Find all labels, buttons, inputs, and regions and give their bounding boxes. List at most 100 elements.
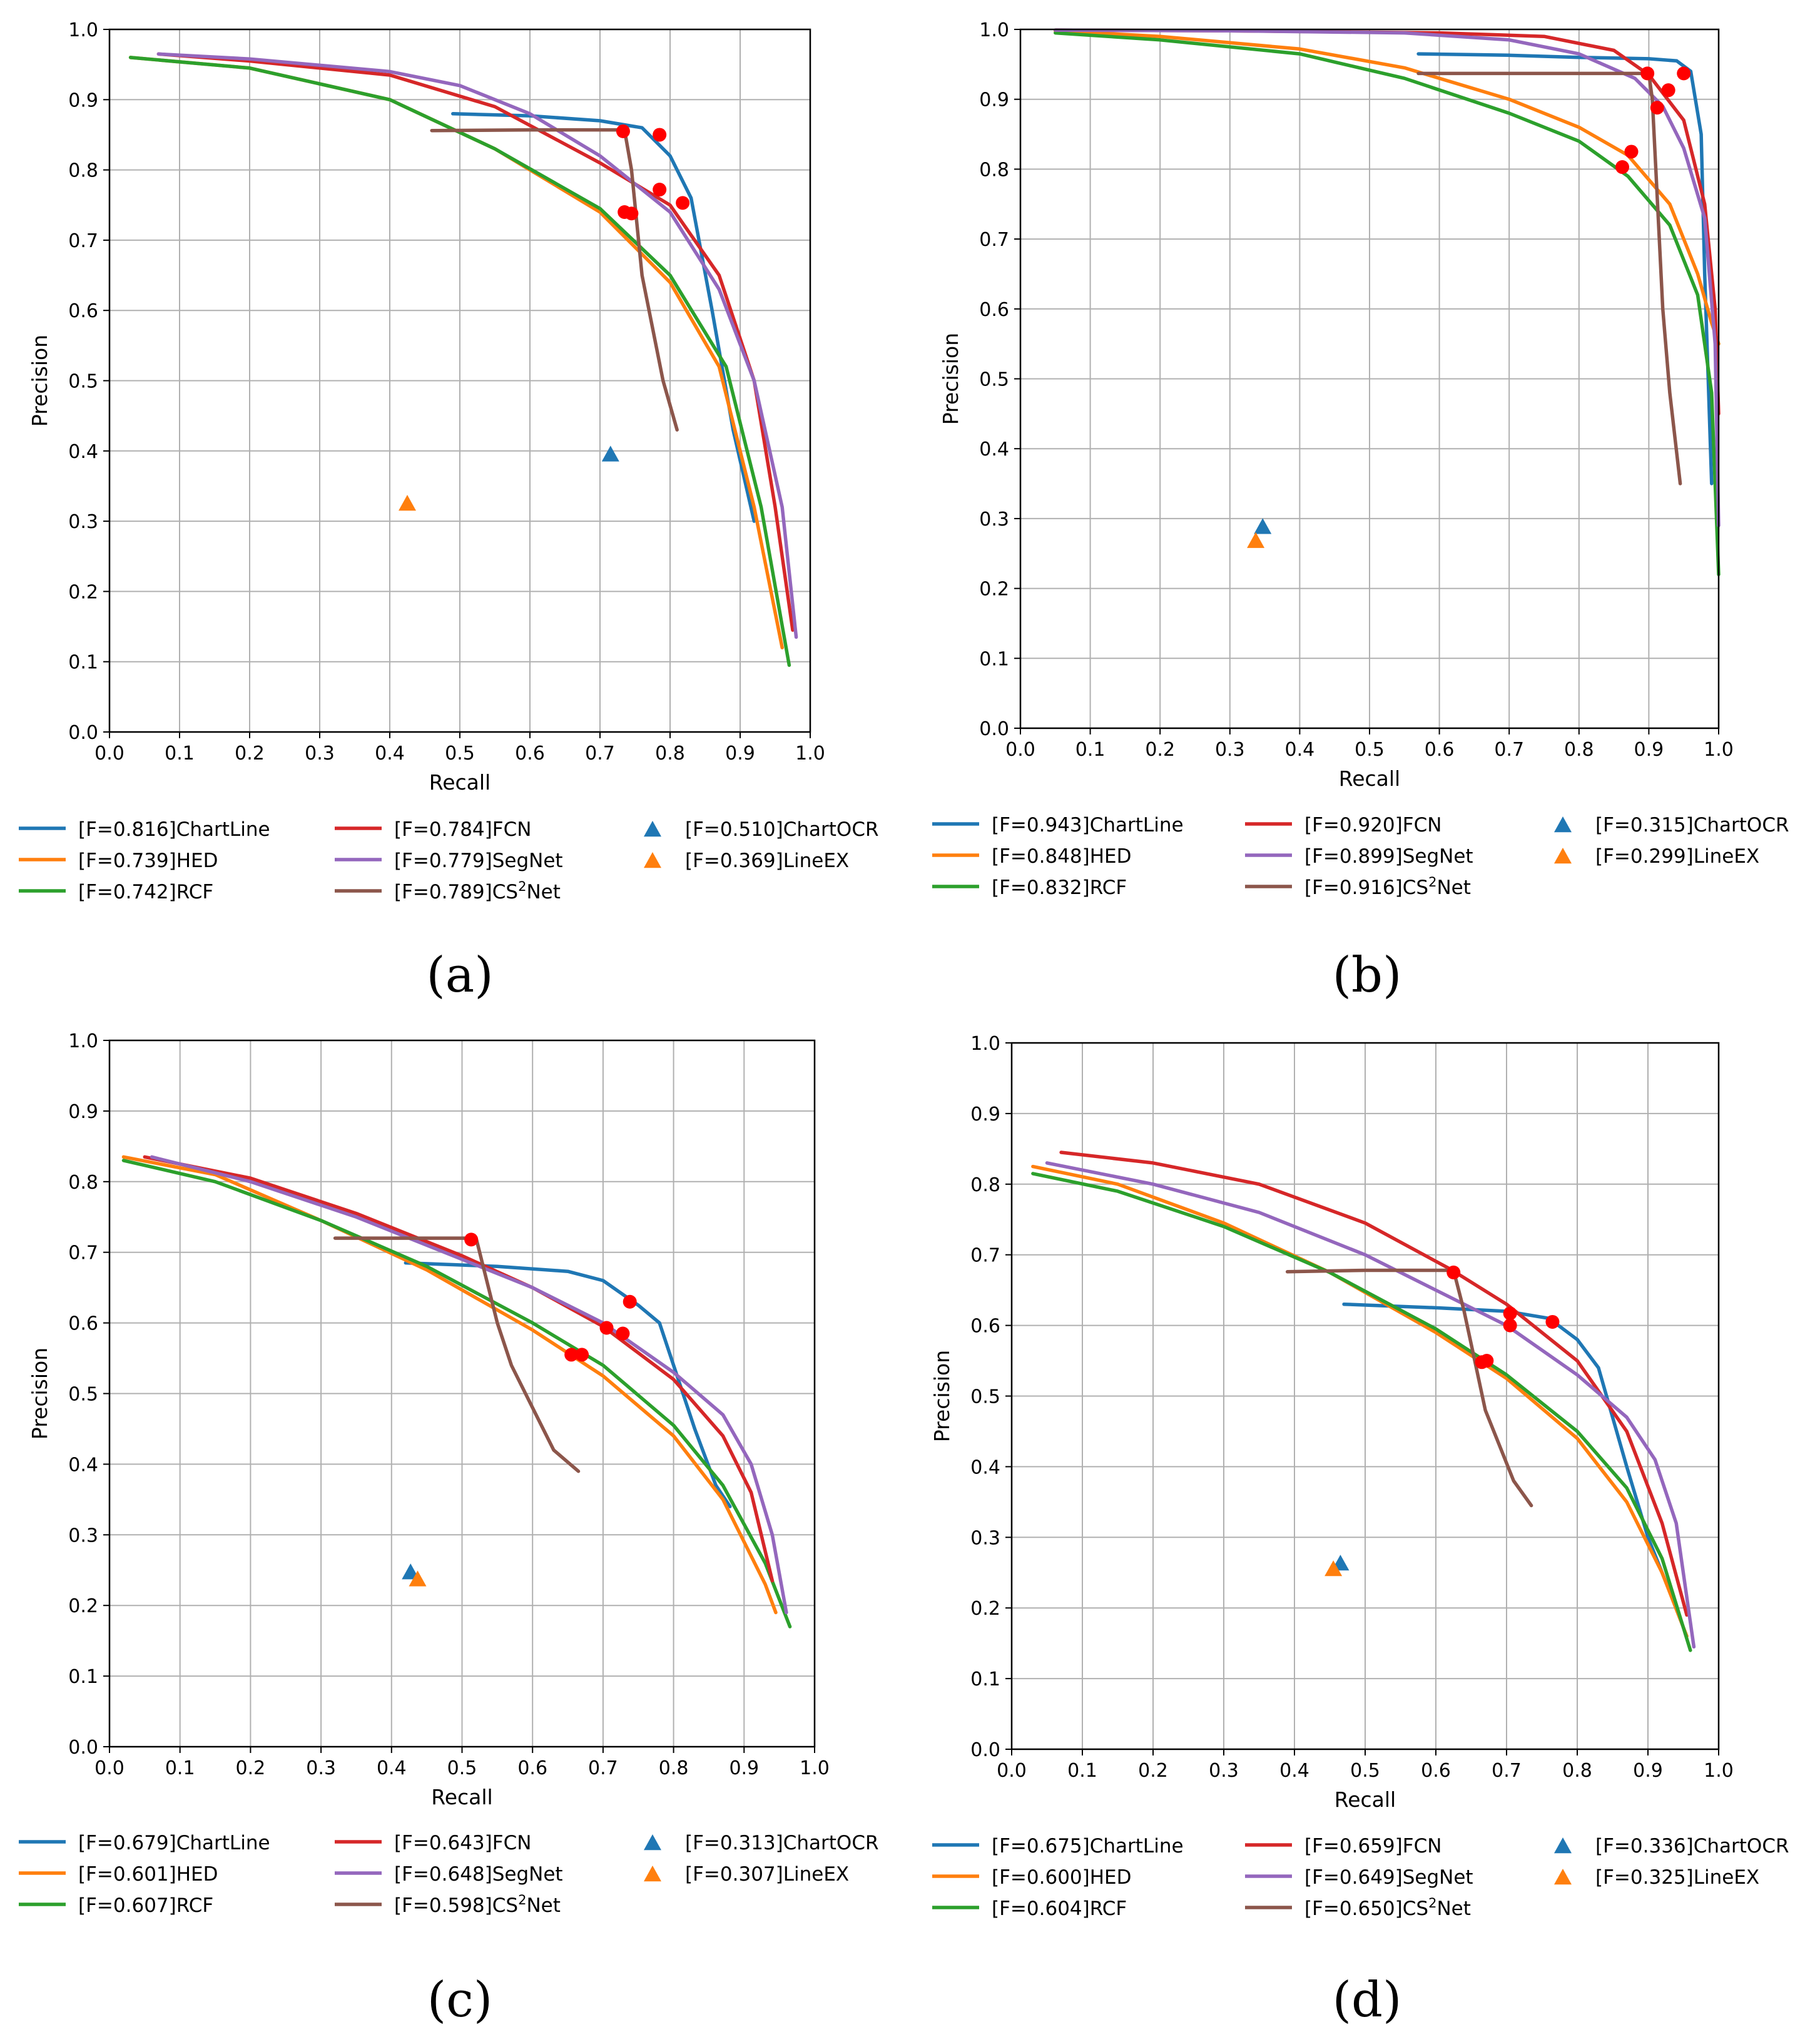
legend-triangle-swatch bbox=[1554, 1837, 1572, 1854]
legend-item: [F=0.510]ChartOCR bbox=[644, 818, 879, 841]
y-tick-label: 0.3 bbox=[68, 1525, 98, 1547]
legend-item: [F=0.789]CS2Net bbox=[335, 879, 561, 903]
legend-triangle-swatch bbox=[644, 1834, 661, 1851]
legend-label: [F=0.299]LineEX bbox=[1595, 845, 1759, 868]
y-tick-label: 0.4 bbox=[68, 441, 98, 463]
x-tick-label: 0.4 bbox=[375, 743, 405, 765]
chart-a: 0.0 0.1 0.2 0.3 0.4 0.5 0.6 0.7 0.8 0.9 1.0 0.0 0.1 0… bbox=[19, 19, 879, 1003]
triangle-marker-6 bbox=[402, 1563, 420, 1580]
legend-item: [F=0.742]RCF bbox=[19, 881, 213, 903]
series-line-4 bbox=[156, 52, 798, 639]
best-f-point-0 bbox=[1677, 66, 1691, 81]
y-tick-label: 0.3 bbox=[68, 511, 98, 533]
chart-d: 0.0 0.1 0.2 0.3 0.4 0.5 0.6 0.7 0.8 0.9 1.0 0.0 0.1 0… bbox=[930, 1033, 1789, 2028]
panel-caption: (c) bbox=[427, 1972, 493, 2028]
series-line-2 bbox=[128, 56, 791, 668]
x-tick-label: 0.8 bbox=[655, 743, 685, 765]
x-tick-label: 1.0 bbox=[1704, 1760, 1734, 1782]
x-tick-label: 0.5 bbox=[445, 743, 475, 765]
legend-triangle-swatch bbox=[644, 1866, 661, 1882]
x-tick-label: 0.1 bbox=[1075, 739, 1106, 761]
series-line-4 bbox=[1054, 28, 1721, 527]
legend-label: [F=0.650]CS2Net bbox=[1304, 1896, 1471, 1920]
x-tick-label: 0.7 bbox=[1492, 1760, 1522, 1782]
x-tick-label: 0.7 bbox=[588, 1757, 618, 1779]
x-tick-label: 0.0 bbox=[1005, 739, 1035, 761]
series-line-3 bbox=[1054, 28, 1721, 416]
series-line-2 bbox=[1031, 1172, 1692, 1652]
best-f-point-3 bbox=[1503, 1306, 1517, 1321]
series-line-0 bbox=[404, 1261, 732, 1508]
y-tick-label: 0.0 bbox=[68, 722, 98, 744]
y-tick-label: 0.6 bbox=[979, 299, 1009, 321]
legend-item: [F=0.675]ChartLine bbox=[932, 1835, 1184, 1857]
legend-label: [F=0.313]ChartOCR bbox=[685, 1832, 879, 1854]
y-tick-label: 1.0 bbox=[970, 1033, 1000, 1055]
panel-caption: (b) bbox=[1333, 947, 1402, 1003]
best-f-point-2 bbox=[1615, 160, 1629, 175]
legend-item: [F=0.739]HED bbox=[19, 850, 218, 872]
y-tick-label: 0.2 bbox=[970, 1598, 1000, 1620]
x-tick-label: 0.0 bbox=[997, 1760, 1027, 1782]
triangle-marker-7 bbox=[1324, 1560, 1343, 1577]
triangle-marker-7 bbox=[409, 1570, 427, 1587]
legend-label: [F=0.369]LineEX bbox=[685, 850, 849, 872]
series-line-4 bbox=[1045, 1161, 1696, 1649]
legend-item: [F=0.779]SegNet bbox=[335, 850, 563, 872]
x-tick-label: 0.7 bbox=[585, 743, 615, 765]
legend: [F=0.679]ChartLine [F=0.601]HED [F=0.607]R… bbox=[19, 1832, 879, 1917]
legend-label: [F=0.816]ChartLine bbox=[78, 818, 270, 841]
y-tick-label: 0.5 bbox=[970, 1386, 1000, 1408]
legend: [F=0.675]ChartLine [F=0.600]HED [F=0.604]R… bbox=[932, 1835, 1789, 1920]
legend-label: [F=0.848]HED bbox=[992, 845, 1132, 868]
y-tick-label: 0.5 bbox=[68, 371, 98, 393]
legend-item: [F=0.601]HED bbox=[19, 1863, 218, 1886]
x-tick-label: 0.1 bbox=[165, 743, 195, 765]
legend-label: [F=0.920]FCN bbox=[1304, 814, 1441, 836]
x-tick-label: 0.0 bbox=[94, 743, 125, 765]
legend-item: [F=0.816]ChartLine bbox=[19, 818, 270, 841]
y-tick-label: 0.8 bbox=[970, 1174, 1000, 1196]
chart-b: 0.0 0.1 0.2 0.3 0.4 0.5 0.6 0.7 0.8 0.9 1.0 0.0 0.1 0… bbox=[932, 19, 1789, 1003]
x-tick-label: 0.5 bbox=[1350, 1760, 1380, 1782]
legend-item: [F=0.307]LineEX bbox=[644, 1863, 849, 1886]
legend-item: [F=0.643]FCN bbox=[335, 1832, 531, 1854]
best-f-point-1 bbox=[1624, 145, 1639, 159]
x-tick-label: 0.6 bbox=[1421, 1760, 1451, 1782]
legend-item: [F=0.679]ChartLine bbox=[19, 1832, 270, 1854]
legend-label: [F=0.307]LineEX bbox=[685, 1863, 849, 1886]
legend-label: [F=0.600]HED bbox=[992, 1866, 1132, 1889]
legend-item: [F=0.848]HED bbox=[932, 845, 1132, 868]
legend-item: [F=0.916]CS2Net bbox=[1245, 875, 1471, 899]
x-tick-label: 0.5 bbox=[1355, 739, 1385, 761]
best-f-point-2 bbox=[624, 206, 639, 221]
legend-triangle-swatch bbox=[1554, 1869, 1572, 1885]
legend-label: [F=0.336]ChartOCR bbox=[1595, 1835, 1789, 1857]
legend-triangle-swatch bbox=[1554, 848, 1572, 864]
legend-label: [F=0.739]HED bbox=[78, 850, 218, 872]
legend-label: [F=0.315]ChartOCR bbox=[1595, 814, 1789, 836]
x-tick-label: 0.0 bbox=[94, 1757, 125, 1779]
legend-item: [F=0.369]LineEX bbox=[644, 850, 849, 872]
legend-label: [F=0.679]ChartLine bbox=[78, 1832, 270, 1854]
x-tick-label: 0.3 bbox=[306, 1757, 336, 1779]
x-tick-label: 0.8 bbox=[659, 1757, 689, 1779]
x-tick-label: 0.9 bbox=[1634, 739, 1664, 761]
x-tick-label: 0.8 bbox=[1564, 739, 1594, 761]
legend-item: [F=0.832]RCF bbox=[932, 876, 1127, 899]
x-tick-label: 1.0 bbox=[1704, 739, 1734, 761]
legend-label: [F=0.659]FCN bbox=[1304, 1835, 1441, 1857]
x-tick-label: 0.6 bbox=[1425, 739, 1455, 761]
best-f-point-3 bbox=[653, 183, 667, 197]
legend-item: [F=0.325]LineEX bbox=[1554, 1866, 1759, 1889]
x-tick-label: 0.7 bbox=[1494, 739, 1524, 761]
x-tick-label: 1.0 bbox=[800, 1757, 830, 1779]
legend-item: [F=0.784]FCN bbox=[335, 818, 531, 841]
series-line-0 bbox=[1416, 52, 1714, 485]
x-tick-label: 0.1 bbox=[1067, 1760, 1097, 1782]
y-tick-label: 1.0 bbox=[68, 1030, 98, 1052]
best-f-point-3 bbox=[1640, 66, 1655, 81]
y-tick-label: 0.6 bbox=[970, 1316, 1000, 1338]
legend-label: [F=0.325]LineEX bbox=[1595, 1866, 1759, 1889]
y-tick-label: 0.0 bbox=[68, 1737, 98, 1759]
